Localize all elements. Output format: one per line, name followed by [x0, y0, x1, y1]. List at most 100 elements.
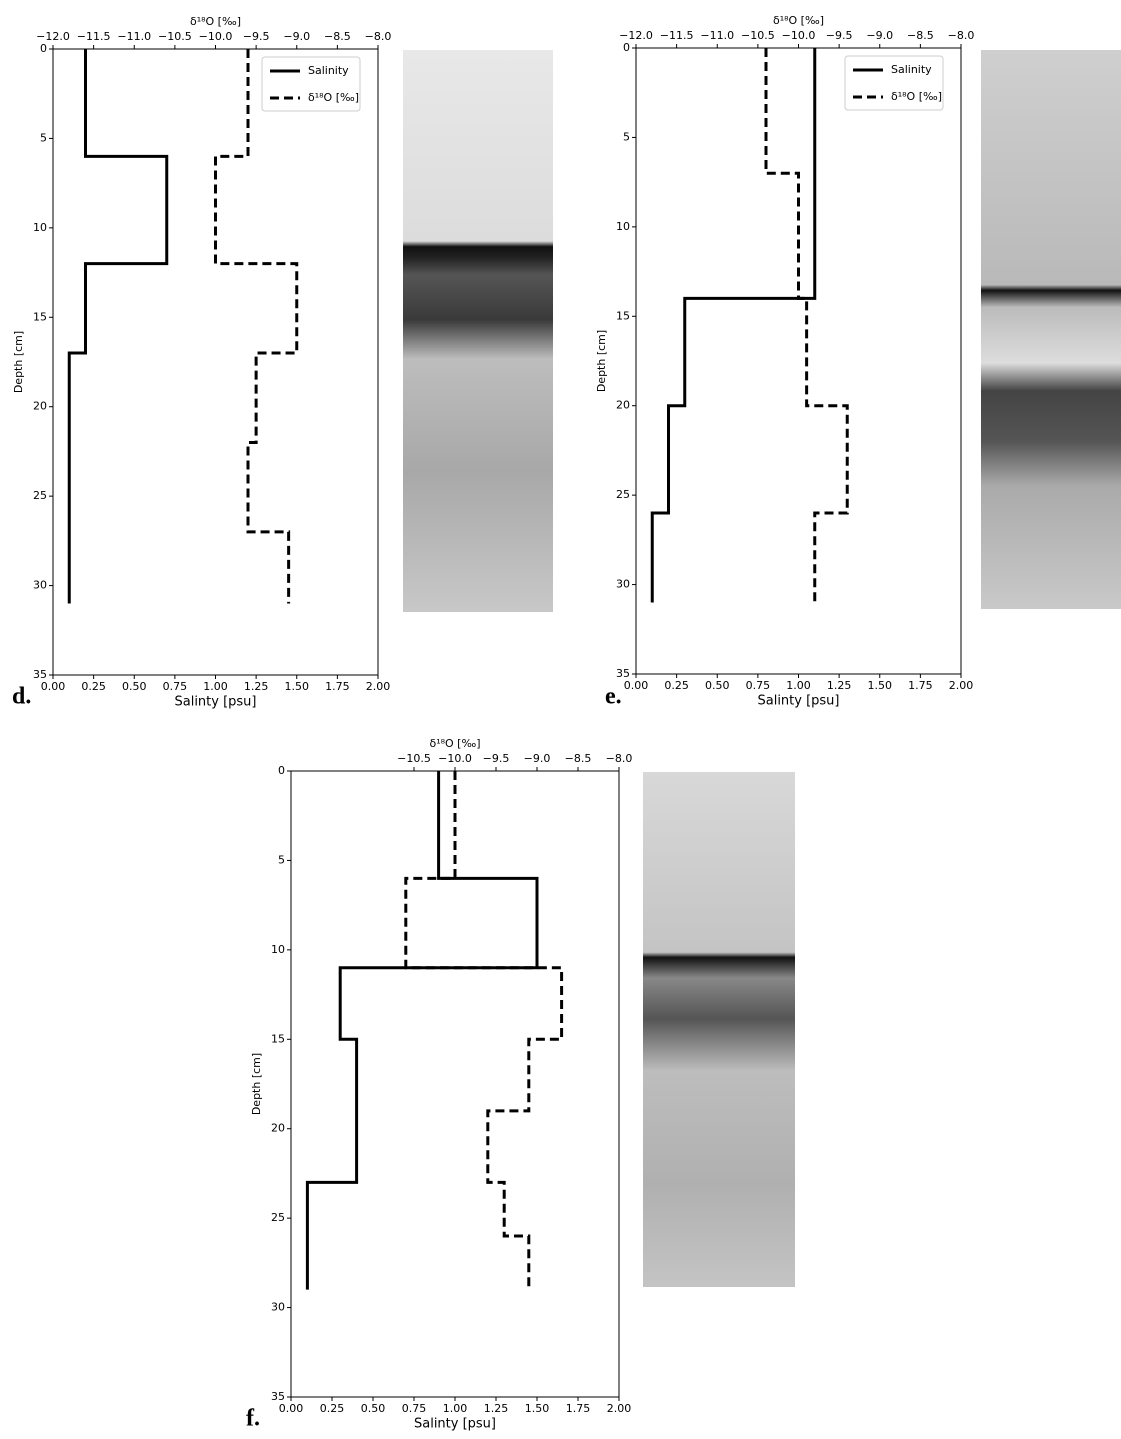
x2-axis-label: δ¹⁸O [‰]: [190, 15, 241, 28]
x-tick-label: 1.50: [868, 679, 893, 692]
x2-tick-label: −10.0: [199, 30, 233, 43]
y-tick-label: 30: [33, 579, 47, 592]
x-tick-label: 0.50: [705, 679, 730, 692]
x2-tick-label: −9.5: [483, 752, 510, 765]
x-tick-label: 2.00: [366, 680, 391, 693]
profile-line: [764, 48, 849, 603]
panel-label: e.: [605, 684, 622, 710]
x-tick-label: 0.25: [664, 679, 689, 692]
y-tick-label: 20: [33, 400, 47, 413]
x-tick-label: 0.50: [122, 680, 147, 693]
y-tick-label: 10: [33, 221, 47, 234]
y-tick-label: 10: [616, 220, 630, 233]
legend-label: Salinity: [308, 64, 349, 77]
x-tick-label: 0.50: [361, 1402, 386, 1415]
profile-line: [305, 771, 539, 1290]
y-tick-label: 25: [616, 488, 630, 501]
y-tick-label: 5: [278, 853, 285, 866]
x-tick-label: 1.25: [827, 679, 852, 692]
x2-tick-label: −8.5: [907, 29, 934, 42]
y-tick-label: 25: [33, 489, 47, 502]
x2-axis-label: δ¹⁸O [‰]: [773, 14, 824, 27]
x2-axis-label: δ¹⁸O [‰]: [429, 737, 480, 750]
x2-tick-label: −11.5: [660, 29, 694, 42]
y-tick-label: 0: [40, 42, 47, 55]
x-tick-label: 1.75: [566, 1402, 591, 1415]
legend-label: Salinity: [891, 63, 932, 76]
x2-tick-label: −8.0: [948, 29, 975, 42]
y-tick-label: 15: [271, 1032, 285, 1045]
ice-core-photo: [643, 772, 795, 1287]
x-tick-label: 1.00: [443, 1402, 468, 1415]
y-tick-label: 35: [271, 1390, 285, 1403]
x-tick-label: 0.75: [746, 679, 771, 692]
profile-line: [650, 48, 817, 603]
x-tick-label: 1.50: [285, 680, 310, 693]
x-axis-label: Salinty [psu]: [414, 1417, 496, 1432]
x-tick-label: 1.00: [203, 680, 228, 693]
x2-tick-label: −9.5: [826, 29, 853, 42]
y-tick-label: 0: [623, 41, 630, 54]
x2-tick-label: −8.5: [324, 30, 351, 43]
x-tick-label: 2.00: [607, 1402, 632, 1415]
x-tick-label: 0.75: [402, 1402, 427, 1415]
profile-line: [67, 49, 169, 604]
x2-tick-label: −10.0: [782, 29, 816, 42]
profile-line: [404, 771, 564, 1290]
x-tick-label: 1.00: [786, 679, 811, 692]
x-axis-label: Salinty [psu]: [174, 695, 256, 710]
x2-tick-label: −10.5: [158, 30, 192, 43]
y-tick-label: 20: [616, 399, 630, 412]
x2-tick-label: −11.5: [77, 30, 111, 43]
x-tick-label: 1.50: [525, 1402, 550, 1415]
x2-tick-label: −9.0: [283, 30, 310, 43]
y-tick-label: 30: [271, 1301, 285, 1314]
legend-label: δ¹⁸O [‰]: [891, 90, 942, 103]
y-axis-label: Depth [cm]: [250, 1053, 263, 1115]
x-axis-label: Salinty [psu]: [757, 694, 839, 709]
x-tick-label: 0.25: [81, 680, 106, 693]
x-tick-label: 1.75: [325, 680, 350, 693]
x-tick-label: 0.75: [163, 680, 188, 693]
x2-tick-label: −10.5: [741, 29, 775, 42]
plot-frame: [290, 770, 620, 1398]
y-tick-label: 25: [271, 1211, 285, 1224]
ice-core-photo: [403, 50, 553, 612]
x2-tick-label: −12.0: [36, 30, 70, 43]
x-tick-label: 0.00: [624, 679, 649, 692]
x-tick-label: 0.00: [41, 680, 66, 693]
profile-line: [214, 49, 299, 604]
x-tick-label: 0.00: [279, 1402, 304, 1415]
x2-tick-label: −12.0: [619, 29, 653, 42]
x-tick-label: 0.25: [320, 1402, 345, 1415]
y-tick-label: 5: [40, 131, 47, 144]
ice-core-photo: [981, 50, 1121, 609]
y-tick-label: 15: [33, 310, 47, 323]
x2-tick-label: −11.0: [117, 30, 151, 43]
y-tick-label: 35: [616, 667, 630, 680]
x2-tick-label: −11.0: [700, 29, 734, 42]
x2-tick-label: −9.0: [524, 752, 551, 765]
y-tick-label: 20: [271, 1122, 285, 1135]
plot-frame: [52, 48, 379, 676]
x-tick-label: 1.75: [908, 679, 933, 692]
y-tick-label: 10: [271, 943, 285, 956]
x2-tick-label: −8.5: [565, 752, 592, 765]
x2-tick-label: −10.5: [397, 752, 431, 765]
y-tick-label: 0: [278, 764, 285, 777]
panel-label: f.: [246, 1406, 260, 1432]
x-tick-label: 1.25: [244, 680, 269, 693]
x2-tick-label: −9.5: [243, 30, 270, 43]
y-tick-label: 30: [616, 578, 630, 591]
x2-tick-label: −9.0: [866, 29, 893, 42]
panel-label: d.: [12, 684, 31, 710]
y-axis-label: Depth [cm]: [12, 331, 25, 393]
x2-tick-label: −8.0: [365, 30, 392, 43]
x-tick-label: 2.00: [949, 679, 974, 692]
y-tick-label: 5: [623, 130, 630, 143]
x2-tick-label: −8.0: [606, 752, 633, 765]
legend-label: δ¹⁸O [‰]: [308, 91, 359, 104]
y-axis-label: Depth [cm]: [595, 330, 608, 392]
